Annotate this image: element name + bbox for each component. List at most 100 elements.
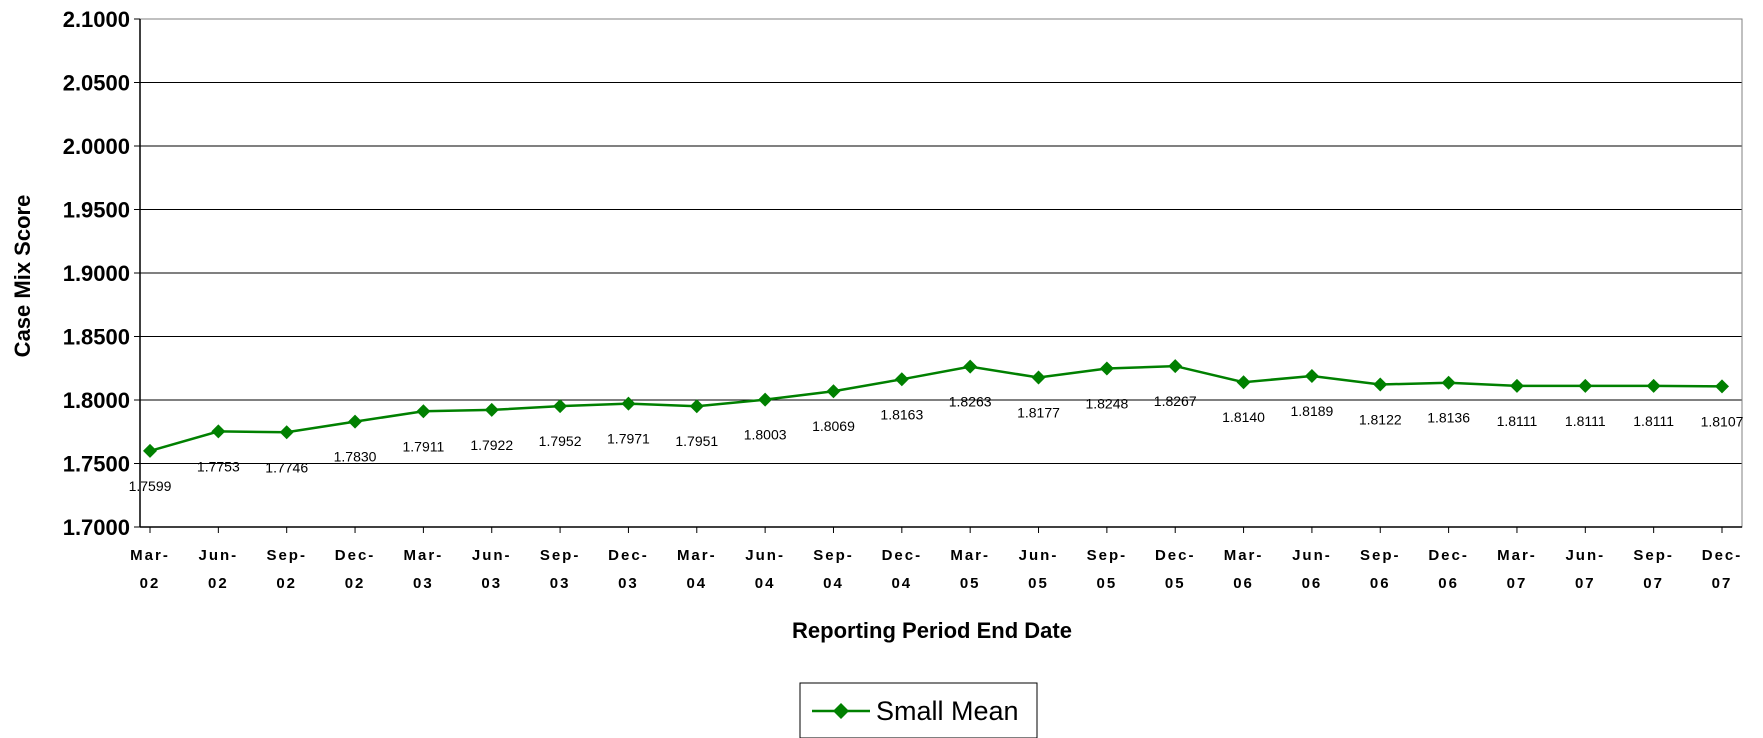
x-tick-label: 02 — [276, 575, 297, 592]
x-tick-label: 05 — [1165, 575, 1186, 592]
data-label: 1.8248 — [1085, 396, 1128, 412]
data-label: 1.8189 — [1290, 403, 1333, 419]
data-point — [1373, 377, 1388, 392]
y-axis-title: Case Mix Score — [10, 195, 35, 358]
x-tick-label: 02 — [140, 575, 161, 592]
x-tick-label: 05 — [1028, 575, 1049, 592]
x-tick-label: 06 — [1233, 575, 1254, 592]
y-axis: 2.1000 2.0500 2.0000 1.9500 1.9000 1.8500 1.80… — [63, 7, 141, 540]
gridlines — [140, 82, 1742, 464]
data-label: 1.7922 — [470, 437, 513, 453]
x-tick-label: Jun- — [1292, 547, 1332, 564]
data-label: 1.8111 — [1497, 413, 1538, 429]
data-label: 1.8177 — [1017, 405, 1060, 421]
data-point — [1509, 378, 1524, 393]
data-label: 1.7952 — [539, 433, 582, 449]
data-label: 1.8111 — [1633, 413, 1674, 429]
x-tick-label: Dec- — [1155, 547, 1196, 564]
data-point — [894, 372, 909, 387]
data-point — [211, 424, 226, 439]
x-tick-label: Sep- — [1633, 547, 1674, 564]
x-tick-label: Mar- — [404, 547, 444, 564]
data-label: 1.7911 — [403, 438, 445, 454]
data-label: 1.8263 — [949, 394, 992, 410]
x-tick-label: 03 — [618, 575, 639, 592]
legend-label: Small Mean — [876, 696, 1019, 726]
x-tick-label: 06 — [1302, 575, 1323, 592]
data-point — [416, 404, 431, 419]
data-point — [758, 392, 773, 407]
x-tick-label: 07 — [1712, 575, 1733, 592]
data-point — [1441, 375, 1456, 390]
data-point — [1578, 378, 1593, 393]
data-point — [1646, 378, 1661, 393]
data-label: 1.8069 — [812, 418, 855, 434]
data-label: 1.8107 — [1701, 413, 1744, 429]
x-tick-label: 03 — [413, 575, 434, 592]
y-tick-label: 2.0500 — [63, 71, 130, 96]
data-label: 1.8122 — [1359, 412, 1402, 428]
data-point — [689, 399, 704, 414]
x-tick-label: Sep- — [1087, 547, 1128, 564]
x-tick-label: 05 — [1097, 575, 1118, 592]
x-tick-label: Dec- — [608, 547, 649, 564]
x-tick-label: 04 — [891, 575, 912, 592]
x-tick-label: 06 — [1438, 575, 1459, 592]
y-tick-label: 1.9500 — [63, 198, 130, 223]
x-tick-label: 02 — [208, 575, 229, 592]
data-label: 1.8003 — [744, 427, 787, 443]
data-point — [1236, 375, 1251, 390]
x-tick-label: 04 — [686, 575, 707, 592]
x-tick-label: Jun- — [199, 547, 239, 564]
data-label: 1.8136 — [1427, 410, 1470, 426]
y-tick-label: 1.7500 — [63, 452, 130, 477]
x-tick-label: Jun- — [1565, 547, 1605, 564]
data-point — [1304, 368, 1319, 383]
data-point — [1031, 370, 1046, 385]
data-point — [963, 359, 978, 374]
x-tick-label: 03 — [481, 575, 502, 592]
x-tick-label: Mar- — [677, 547, 717, 564]
data-point — [553, 399, 568, 414]
data-label: 1.8140 — [1222, 409, 1265, 425]
data-point — [826, 384, 841, 399]
data-point — [621, 396, 636, 411]
data-label: 1.8163 — [880, 406, 923, 422]
data-point — [1168, 359, 1183, 374]
series-line — [149, 364, 1723, 453]
x-tick-label: 04 — [755, 575, 776, 592]
data-point — [279, 425, 294, 440]
data-labels: 1.7599 1.7753 1.7746 1.7830 1.7911 1.7922 1.79… — [129, 393, 1744, 494]
x-tick-label: Dec- — [1428, 547, 1469, 564]
x-tick-label: Sep- — [540, 547, 581, 564]
data-point — [348, 414, 363, 429]
data-point — [143, 443, 157, 458]
x-tick-label: Mar- — [130, 547, 170, 564]
y-tick-label: 1.8500 — [63, 325, 130, 350]
x-tick-label: 07 — [1507, 575, 1528, 592]
series-small-mean — [143, 359, 1729, 458]
data-label: 1.7951 — [675, 433, 718, 449]
x-tick-label: Dec- — [1702, 547, 1743, 564]
x-tick-label: 07 — [1643, 575, 1664, 592]
data-label: 1.7753 — [197, 458, 240, 474]
x-tick-label: Mar- — [1224, 547, 1264, 564]
x-tick-label: Jun- — [1019, 547, 1059, 564]
y-tick-label: 1.8000 — [63, 388, 130, 413]
data-label: 1.8267 — [1154, 393, 1197, 409]
legend: Small Mean — [799, 682, 1038, 738]
x-tick-label: Sep- — [813, 547, 854, 564]
x-tick-label: Mar- — [1497, 547, 1537, 564]
y-tick-label: 2.1000 — [63, 7, 130, 32]
y-tick-label: 2.0000 — [63, 134, 130, 159]
x-tick-label: Mar- — [950, 547, 990, 564]
data-label: 1.7830 — [334, 449, 377, 465]
data-label: 1.7971 — [607, 431, 650, 447]
data-label: 1.7599 — [129, 478, 172, 494]
x-tick-label: 05 — [960, 575, 981, 592]
legend-marker — [833, 703, 849, 719]
x-tick-label: Dec- — [882, 547, 923, 564]
x-tick-label: 06 — [1370, 575, 1391, 592]
data-point — [484, 402, 499, 417]
x-tick-label: Jun- — [472, 547, 512, 564]
